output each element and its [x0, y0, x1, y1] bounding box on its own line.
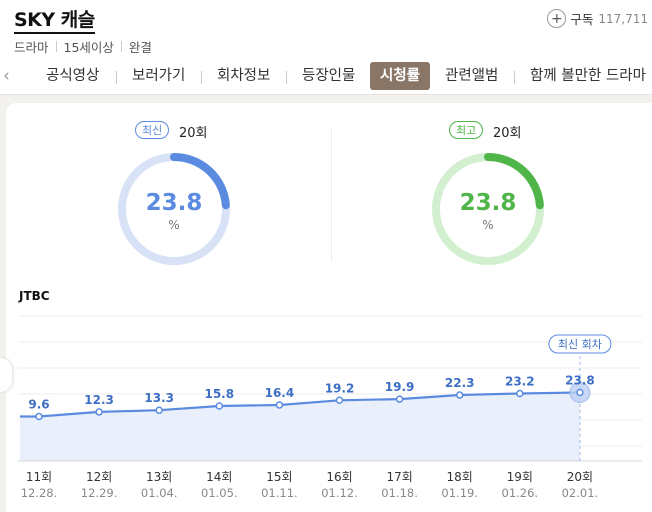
summary-divider: [331, 127, 332, 262]
data-label: 16.4: [265, 386, 295, 400]
x-tick-episode: 13회: [146, 470, 172, 484]
highest-rating-unit: %: [482, 218, 494, 232]
x-tick-episode: 16회: [326, 470, 352, 484]
latest-rating-gauge: [118, 153, 230, 265]
meta-divider: [55, 41, 57, 52]
tab-albums[interactable]: 관련앨범: [445, 68, 499, 84]
highest-episode: 20회: [493, 126, 522, 141]
subscribe-label: 구독: [570, 12, 594, 27]
data-point: [576, 388, 584, 397]
data-label: 22.3: [445, 376, 475, 390]
x-tick-episode: 17회: [386, 470, 412, 484]
tab-ratings[interactable]: 시청률: [370, 62, 431, 90]
x-tick-episode: 12회: [86, 470, 112, 484]
highest-badge: 최고: [449, 121, 484, 139]
highest-rating-value: 23.8: [459, 190, 517, 216]
x-tick-date: 01.11.: [261, 486, 298, 500]
x-tick-date: 02.01.: [562, 486, 599, 500]
x-tick-episode: 11회: [26, 470, 52, 484]
data-label: 23.8: [565, 374, 595, 388]
highest-rating-gauge: [432, 153, 544, 265]
latest-callout-label: 최신 회차: [558, 338, 602, 351]
status-label: 완결: [128, 40, 152, 55]
latest-rating-value: 23.8: [145, 190, 203, 216]
x-tick-episode: 20회: [567, 470, 593, 484]
data-point: [395, 395, 404, 403]
data-point: [35, 412, 43, 421]
tab-episode-info[interactable]: 회차정보: [217, 68, 271, 84]
latest-badge: 최신: [135, 121, 170, 139]
data-point: [335, 396, 344, 405]
x-tick-episode: 19회: [507, 470, 533, 484]
program-header: SKY 캐슬 드라마 15세이상 완결 + 구독 117,711: [0, 0, 652, 60]
x-tick-episode: 14회: [206, 470, 232, 484]
x-tick-date: 12.28.: [21, 486, 58, 500]
side-handle[interactable]: [0, 358, 12, 392]
x-tick-date: 01.26.: [502, 486, 539, 500]
program-title[interactable]: SKY 캐슬: [14, 8, 95, 34]
age-rating-label: 15세이상: [63, 40, 114, 55]
data-label: 9.6: [28, 398, 49, 412]
tab-similar-dramas[interactable]: 함께 볼만한 드라마: [530, 68, 646, 84]
tab-official-video[interactable]: 공식영상: [46, 68, 100, 84]
data-label: 15.8: [204, 387, 234, 401]
latest-rating-unit: %: [168, 218, 180, 232]
x-tick-date: 01.19.: [441, 486, 478, 500]
data-label: 23.2: [505, 375, 535, 389]
tab-watch[interactable]: 보러가기: [132, 68, 186, 84]
latest-callout-bubble: [548, 334, 612, 354]
gauge-fill: [432, 153, 544, 265]
gauge-fill: [118, 153, 230, 265]
meta-divider: [120, 41, 122, 52]
broadcaster-label: JTBC: [19, 289, 50, 303]
x-tick-episode: 18회: [447, 470, 473, 484]
data-point: [155, 406, 163, 414]
x-tick-date: 01.04.: [141, 486, 178, 500]
tab-divider: [201, 71, 202, 84]
data-point: [275, 401, 284, 409]
subscribe-button[interactable]: + 구독 117,711: [547, 9, 648, 28]
x-tick-date: 01.18.: [381, 486, 418, 500]
x-tick-date: 01.05.: [201, 486, 238, 500]
data-point: [516, 389, 524, 398]
tab-divider: [286, 71, 287, 84]
chart-area-fill: [20, 392, 580, 461]
tab-divider: [116, 71, 117, 84]
data-label: 19.2: [325, 381, 355, 395]
data-label: 12.3: [84, 393, 114, 407]
data-label: 19.9: [385, 380, 415, 394]
data-point: [95, 408, 103, 416]
x-tick-date: 01.12.: [321, 486, 358, 500]
data-point: [215, 402, 224, 410]
chevron-left-icon[interactable]: ‹: [3, 66, 10, 86]
x-tick-episode: 15회: [266, 470, 292, 484]
plus-icon: +: [547, 9, 567, 28]
rating-line-chart: 9.6 11회 12.28. 12.3 12회 12.29. 13.3 13회 01.04. 15…: [18, 315, 642, 500]
data-label: 13.3: [144, 391, 174, 405]
tab-cast[interactable]: 등장인물: [302, 68, 356, 84]
subscribe-count: 117,711: [598, 11, 648, 26]
x-tick-date: 12.29.: [81, 486, 118, 500]
data-point: [455, 391, 464, 399]
program-meta: 드라마 15세이상 완결: [14, 37, 152, 56]
tab-divider: [514, 71, 515, 84]
genre-label: 드라마: [14, 40, 49, 55]
latest-episode: 20회: [179, 126, 208, 141]
tab-bar: ‹ 공식영상 보러가기 회차정보 등장인물 시청률 관련앨범 함께 볼만한 드라…: [0, 60, 652, 95]
